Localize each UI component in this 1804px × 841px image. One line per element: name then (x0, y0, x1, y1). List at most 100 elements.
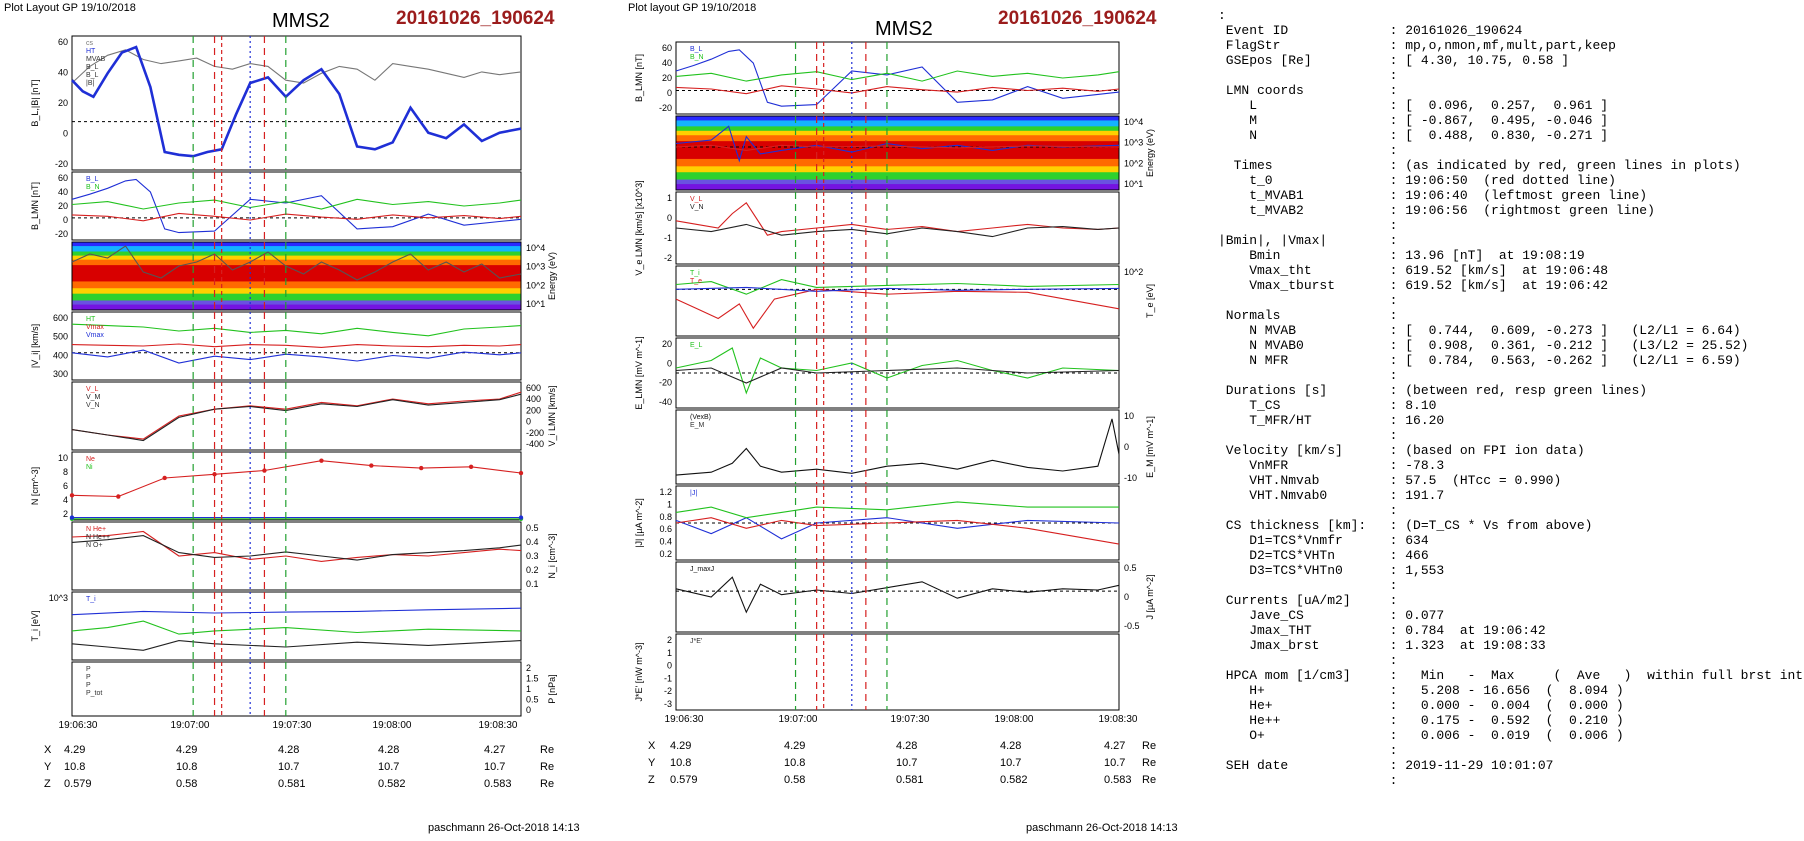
y-tick-label: 20 (58, 201, 68, 211)
time-tick-label: 19:08:00 (995, 714, 1034, 725)
info-line: : (1218, 368, 1398, 383)
y-tick-label: -3 (664, 699, 672, 709)
y-tick-label: 1 (667, 648, 672, 658)
y-axis-label: T_e [eV] (1145, 284, 1155, 318)
y-tick-label: 40 (58, 68, 68, 78)
coord-value: 10.7 (378, 761, 400, 773)
y-tick-label: 1 (667, 193, 672, 203)
middle-footer: paschmann 26-Oct-2018 14:13 (1026, 822, 1178, 834)
series-p-tot (71, 607, 522, 616)
info-line: D1=TCS*Vnmfr : 634 (1218, 533, 1429, 548)
y-tick-label: 0.3 (526, 551, 539, 561)
series-j-e- (675, 576, 1120, 614)
y-tick-label: 0.1 (526, 579, 539, 589)
legend-entry: T_e (690, 278, 702, 285)
legend-entry: E_L (690, 342, 703, 349)
info-line: : (1218, 653, 1398, 668)
legend-entry: J*E' (690, 638, 702, 645)
panel-frame (71, 311, 522, 381)
y-tick-label: 10 (1124, 411, 1134, 421)
y-axis-label: J [µA m^-2] (1145, 575, 1155, 620)
panel-middle-4: 20 0 -20 -40 E_LMN [mV m^-1] E_L (634, 336, 1120, 410)
series-t-e (71, 535, 522, 561)
y-tick-label: 10^2 (1124, 158, 1143, 168)
coord-value: 4.28 (278, 744, 300, 756)
y-tick-label: 600 (53, 313, 68, 323)
legend-entry: N He++ (86, 534, 110, 541)
series-p-b (71, 620, 522, 635)
y-tick-label: 0.4 (526, 537, 539, 547)
info-line: Vmax_tburst : 619.52 [km/s] at 19:06:42 (1218, 278, 1609, 293)
y-tick-label: 0.8 (659, 512, 672, 522)
coord-row-label: X (44, 744, 52, 756)
series-n-he- (71, 460, 522, 498)
info-line: Times : (as indicated by red, green line… (1218, 158, 1741, 173)
y-tick-label: 0 (526, 417, 531, 427)
panel-middle-3: 10^2T_e [eV] T_iT_e (675, 265, 1155, 337)
series-v-m (71, 343, 522, 348)
y-tick-label: 0 (667, 661, 672, 671)
coord-unit: Re (540, 744, 555, 756)
time-tick-label: 19:06:30 (665, 714, 704, 725)
data-point (369, 463, 374, 468)
series-b-l (71, 45, 522, 158)
series-v-n (71, 349, 522, 364)
y-tick-label: 10^1 (1124, 179, 1143, 189)
info-line: : (1218, 773, 1398, 788)
info-line: D2=TCS*VHTn : 466 (1218, 548, 1429, 563)
y-tick-label: 0.5 (526, 523, 539, 533)
legend-entry: (VexB) (690, 414, 711, 421)
y-axis-label: B_LMN [nT] (634, 54, 644, 102)
series-v-l (71, 323, 522, 337)
coord-value: 0.583 (484, 778, 512, 790)
info-line: Vmax_tht : 619.52 [km/s] at 19:06:48 (1218, 263, 1609, 278)
legend-entry: cs (86, 40, 94, 47)
coord-value: 10.7 (484, 761, 506, 773)
panel-middle-6: 1.2 1 0.8 0.6 0.4 0.2 |J| [µA m^-2] |J| (634, 485, 1120, 561)
series-j-l (675, 517, 1120, 540)
panel-frame (71, 241, 522, 311)
y-tick-label: 1.2 (659, 487, 672, 497)
y-axis-label: N [cm^-3] (30, 467, 40, 505)
panel-frame (71, 171, 522, 241)
info-line: FlagStr : mp,o,nmon,mf,mult,part,keep (1218, 38, 1616, 53)
y-tick-label: 200 (526, 405, 541, 415)
info-line: : (1218, 578, 1398, 593)
y-tick-label: 40 (58, 187, 68, 197)
spectrogram-band-red (72, 265, 521, 282)
info-line: L : [ 0.096, 0.257, 0.961 ] (1218, 98, 1609, 113)
panel-middle-7: 0.5 0 -0.5 J [µA m^-2] J_maxJ (675, 561, 1155, 633)
info-line: CS thickness [km]: : (D=T_CS * Vs from a… (1218, 518, 1593, 533)
panel-frame (675, 41, 1120, 115)
left-plot-layout-label: Plot Layout GP 19/10/2018 (4, 2, 136, 14)
series--vexb- (675, 367, 1120, 384)
coord-row-label: Y (44, 761, 52, 773)
legend-entry: |J| (690, 490, 697, 497)
legend-entry: B_N (690, 54, 704, 61)
y-axis-label: B_L,|B| [nT] (30, 79, 40, 126)
y-tick-label: 10^3 (49, 593, 68, 603)
y-tick-label: 1.5 (526, 674, 539, 684)
legend-entry: P (86, 674, 91, 681)
coord-value: 10.8 (784, 757, 806, 769)
y-tick-label: 10^4 (526, 243, 545, 253)
y-tick-label: 4 (63, 495, 68, 505)
legend-entry: Ne (86, 456, 95, 463)
info-line: LMN coords : (1218, 83, 1398, 98)
coord-value: 10.7 (1104, 757, 1126, 769)
legend-entry: Vmax (86, 332, 104, 339)
y-axis-label: T_i [eV] (30, 610, 40, 641)
series-b-m (71, 198, 522, 210)
info-line: HPCA mom [1/cm3] : Min - Max ( Ave ) wit… (1218, 668, 1804, 683)
y-tick-label: 2 (526, 663, 531, 673)
middle-satellite-title: MMS2 (875, 18, 933, 40)
legend-entry: P_tot (86, 690, 102, 697)
info-line: Bmin : 13.96 [nT] at 19:08:19 (1218, 248, 1585, 263)
coord-unit: Re (540, 778, 555, 790)
legend-entry: J_maxJ (690, 566, 714, 573)
legend-entry: V_L (86, 386, 99, 393)
y-tick-label: 8 (63, 467, 68, 477)
coord-value: 4.29 (670, 740, 692, 752)
time-tick-label: 19:06:30 (59, 720, 98, 731)
